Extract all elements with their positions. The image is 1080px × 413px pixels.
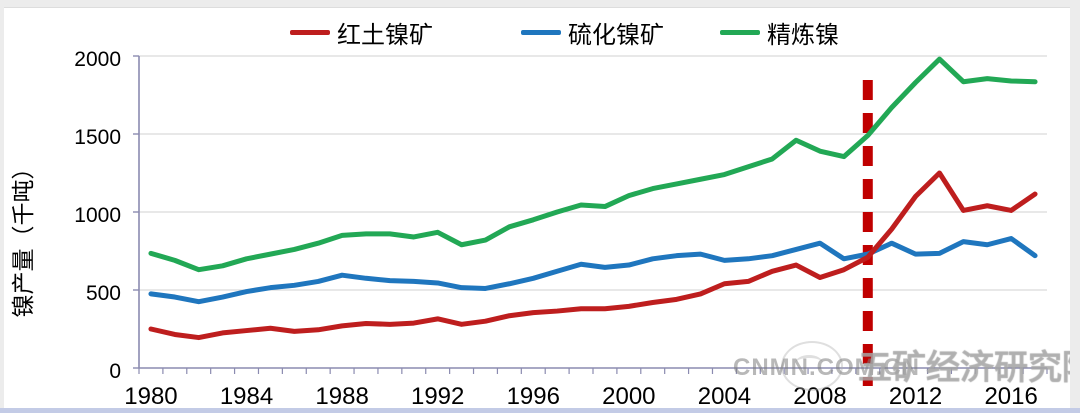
legend-label-laterite: 红土镍矿 [337,22,433,49]
x-tick-label: 1980 [124,383,177,410]
x-tick-label: 1992 [411,383,464,410]
screen-edge-top [0,0,1080,8]
x-tick-label: 2008 [793,383,846,410]
screen-edge-bottom [0,408,1080,413]
x-tick-label: 1984 [220,383,273,410]
laterite-series-line [148,170,1038,341]
x-tick-label: 2012 [889,383,942,410]
y-axis-title: 镍产量（千吨） [10,157,36,318]
sulfide-series-line [148,236,1038,305]
screen-edge-left [0,0,4,413]
legend-item-sulfide: 硫化镍矿 [521,15,664,50]
x-tick-label: 1988 [315,383,368,410]
x-tick-label: 2000 [602,383,655,410]
y-tick-label: 2000 [74,48,121,71]
legend-label-refined: 精炼镍 [767,22,839,49]
legend-item-laterite: 红土镍矿 [290,15,433,50]
x-tick-label: 2016 [984,383,1037,410]
x-tick-label: 1996 [507,383,560,410]
y-tick-label: 0 [109,360,121,383]
legend-marker-refined-icon [720,30,760,35]
y-tick-label: 1500 [74,126,121,149]
legend-label-sulfide: 硫化镍矿 [568,22,664,49]
refined-series-line [148,56,1038,273]
y-tick-label: 1000 [74,204,121,227]
x-tick-label: 2004 [698,383,751,410]
legend-marker-laterite-icon [290,30,330,35]
legend-item-refined: 精炼镍 [720,15,839,50]
screen-edge-right [1070,0,1080,413]
y-tick-label: 500 [86,282,121,305]
legend-marker-sulfide-icon [521,30,561,35]
